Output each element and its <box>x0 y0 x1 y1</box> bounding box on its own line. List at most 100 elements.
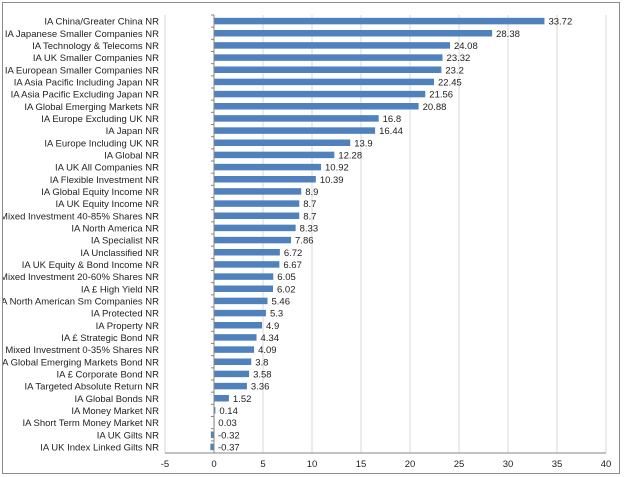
category-label: IA Mixed Investment 20-60% Shares NR <box>3 272 159 283</box>
bar <box>214 115 379 122</box>
bar <box>214 151 335 159</box>
bar-chart: -5 0 5 10 15 20 25 30 35 40 IA China/Greater China… <box>3 14 611 470</box>
category-label: IA £ High Yield NR <box>81 284 159 295</box>
bar <box>214 261 280 268</box>
bar <box>214 358 252 365</box>
value-label: 1.52 <box>233 394 252 405</box>
category-label: IA Property NR <box>96 321 159 332</box>
value-label: -0.32 <box>218 430 240 441</box>
bar <box>214 127 376 134</box>
axes <box>165 14 606 454</box>
category-label: IA Global Emerging Markets Bond NR <box>3 357 159 368</box>
category-label: IA Targeted Absolute Return NR <box>25 382 160 393</box>
bar <box>214 236 292 244</box>
category-label: IA Japan NR <box>106 126 159 137</box>
x-tick-label: 35 <box>552 459 563 470</box>
value-label: 22.45 <box>438 77 462 88</box>
category-label: IA Asia Pacific Excluding Japan NR <box>11 90 160 101</box>
value-label: 6.02 <box>277 284 296 295</box>
bar <box>214 309 266 317</box>
x-tick-label: 20 <box>405 459 416 470</box>
x-tick-label: -5 <box>161 459 169 470</box>
x-tick-label: 0 <box>211 459 216 470</box>
category-label: IA Global Bonds NR <box>75 394 160 405</box>
value-label: 33.72 <box>548 17 572 28</box>
category-label: IA Global Emerging Markets NR <box>24 102 159 113</box>
category-label: IA Mixed Investment 40-85% Shares NR <box>3 211 159 222</box>
bar <box>214 17 545 25</box>
category-label: IA UK Gilts NR <box>97 430 159 441</box>
bar <box>214 249 280 256</box>
category-label: IA Europe Excluding UK NR <box>41 114 159 125</box>
value-label: 5.3 <box>270 309 283 320</box>
category-label: IA North American Sm Companies NR <box>3 296 159 307</box>
bar <box>214 407 216 414</box>
value-label: 0.14 <box>219 406 238 417</box>
value-label: 12.28 <box>338 150 362 161</box>
bar <box>210 431 214 438</box>
bar <box>214 382 247 390</box>
category-label: IA China/Greater China NR <box>44 17 159 28</box>
value-label: 28.38 <box>496 29 520 40</box>
x-tick-label: 40 <box>601 459 612 470</box>
value-label: 8.7 <box>303 199 316 210</box>
value-label: 4.9 <box>266 321 279 332</box>
value-label: 8.9 <box>305 187 318 198</box>
value-label: 6.67 <box>283 260 302 271</box>
value-label: 3.58 <box>253 369 271 380</box>
bar <box>214 66 442 73</box>
value-label: 23.32 <box>447 53 471 64</box>
category-label: IA Europe Including UK NR <box>44 138 159 149</box>
value-label: 16.8 <box>383 114 402 125</box>
bar <box>214 285 273 292</box>
value-label: 13.9 <box>354 138 373 149</box>
value-label: 10.92 <box>325 163 349 174</box>
x-tick-label: 5 <box>260 459 265 470</box>
value-label: 4.34 <box>261 333 280 344</box>
value-label: -0.37 <box>218 442 240 453</box>
value-label: 20.88 <box>423 102 447 113</box>
bar <box>214 90 426 98</box>
value-label: 21.56 <box>429 90 453 101</box>
bar <box>214 395 229 402</box>
category-label: IA UK Index Linked Gilts NR <box>40 442 159 453</box>
category-label: IA Technology & Telecoms NR <box>32 41 159 52</box>
value-label: 3.8 <box>255 357 268 368</box>
bar <box>214 297 268 305</box>
bar <box>214 30 493 37</box>
category-label: IA North America NR <box>71 223 159 234</box>
bar <box>214 103 419 110</box>
x-tick-label: 30 <box>503 459 514 470</box>
bar <box>214 346 255 353</box>
category-label: IA UK Smaller Companies NR <box>33 53 159 64</box>
x-tick-label: 10 <box>307 459 318 470</box>
category-label: IA UK Equity & Bond Income NR <box>22 260 159 271</box>
value-label: 5.46 <box>272 296 291 307</box>
value-label: 10.39 <box>320 175 344 186</box>
bar <box>214 322 263 329</box>
bar <box>214 273 274 280</box>
bar <box>214 212 300 219</box>
value-label: 8.33 <box>300 223 319 234</box>
category-label: IA Flexible Investment NR <box>50 175 159 186</box>
category-label: IA Global NR <box>104 150 159 161</box>
bar <box>214 224 296 232</box>
value-label: 4.09 <box>258 345 277 356</box>
x-tick-label: 15 <box>356 459 367 470</box>
category-label: IA Unclassified NR <box>80 248 159 259</box>
category-label: IA Asia Pacific Including Japan NR <box>14 77 159 88</box>
value-label: 16.44 <box>379 126 403 137</box>
category-label: IA £ Strategic Bond NR <box>61 333 159 344</box>
bar <box>210 443 214 451</box>
category-label: IA Japanese Smaller Companies NR <box>5 29 159 40</box>
category-label: IA Global Equity Income NR <box>41 187 159 198</box>
category-label: IA Money Market NR <box>71 406 159 417</box>
value-label: 6.72 <box>284 248 303 259</box>
bar <box>214 54 443 61</box>
bar <box>214 78 435 86</box>
labels: -5 0 5 10 15 20 25 30 35 40 IA China/Greater China… <box>3 17 611 470</box>
value-label: 24.08 <box>454 41 478 52</box>
value-label: 0.03 <box>218 418 237 429</box>
x-tick-label: 25 <box>454 459 465 470</box>
